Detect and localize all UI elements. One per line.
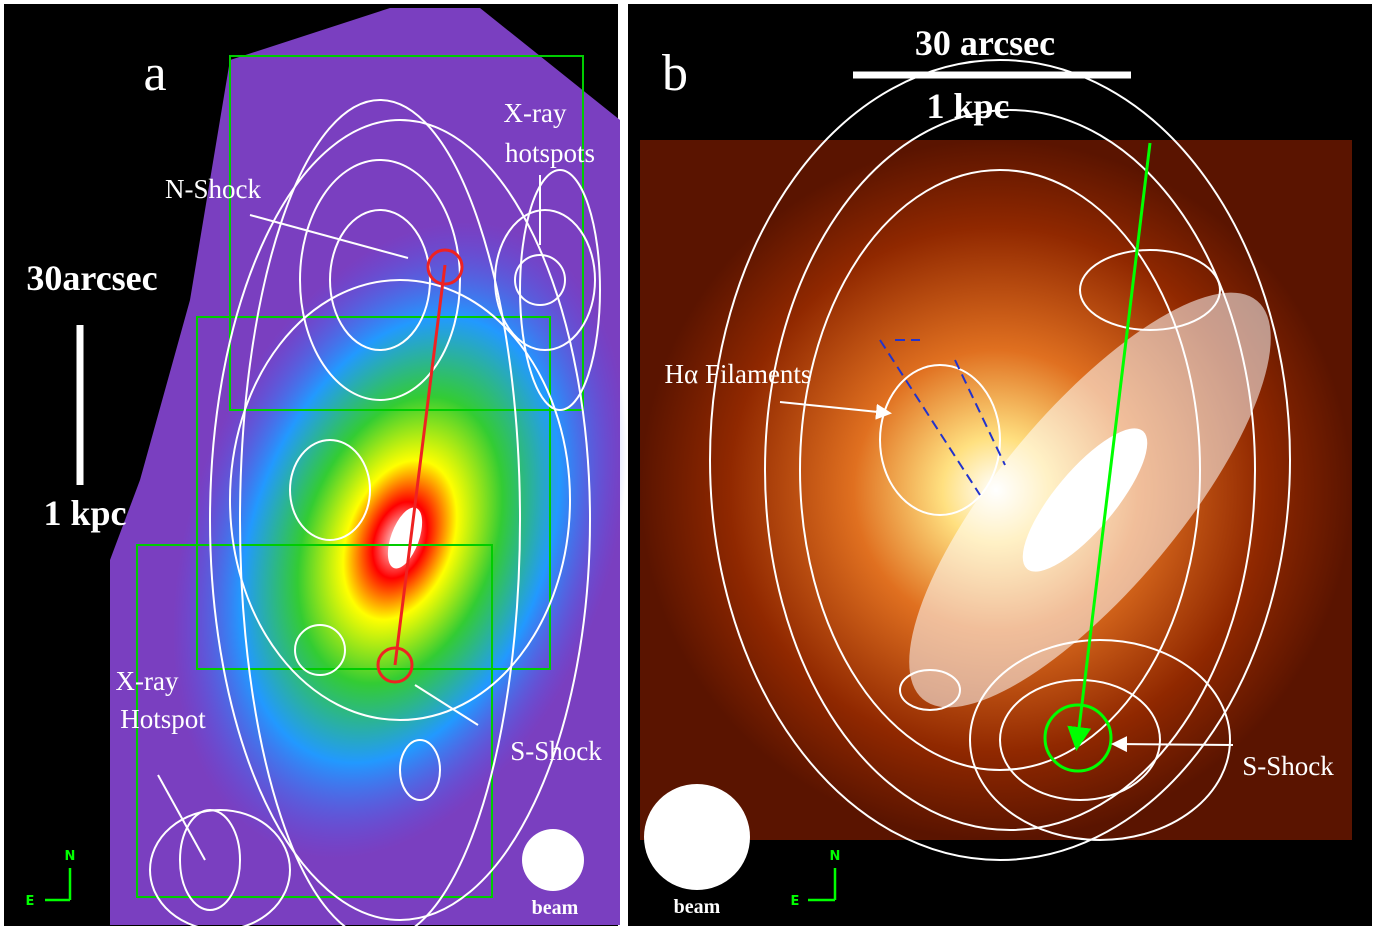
panel-label: a <box>143 45 166 102</box>
compass-north: N <box>830 849 841 864</box>
beam-label: beam <box>674 896 721 918</box>
scale-top: 30arcsec <box>26 258 157 298</box>
scale-bottom: 1 kpc <box>926 86 1009 126</box>
annotation: X-ray <box>504 98 567 128</box>
compass-east: E <box>791 894 800 909</box>
scale-top: 30 arcsec <box>915 23 1055 63</box>
annotation: S-Shock <box>1242 751 1334 781</box>
compass-north: N <box>65 849 76 864</box>
annotation: X-ray <box>116 666 179 696</box>
annotation: S-Shock <box>510 736 602 766</box>
figure: a 30arcsec 1 kpc N-Shock X-ray hotspots … <box>0 0 1376 931</box>
scale-bottom: 1 kpc <box>43 493 126 533</box>
panel-a: a 30arcsec 1 kpc N-Shock X-ray hotspots … <box>4 4 710 931</box>
panel-b: b 30 arcsec 1 kpc Hα Filaments S-Shock b… <box>628 4 1372 926</box>
annotation: hotspots <box>505 138 595 168</box>
annotation: N-Shock <box>165 174 261 204</box>
beam-label: beam <box>532 897 579 919</box>
panel-label: b <box>662 45 688 102</box>
compass-east: E <box>26 894 35 909</box>
annotation: Hotspot <box>120 704 206 734</box>
annotation: Hα Filaments <box>665 359 812 389</box>
